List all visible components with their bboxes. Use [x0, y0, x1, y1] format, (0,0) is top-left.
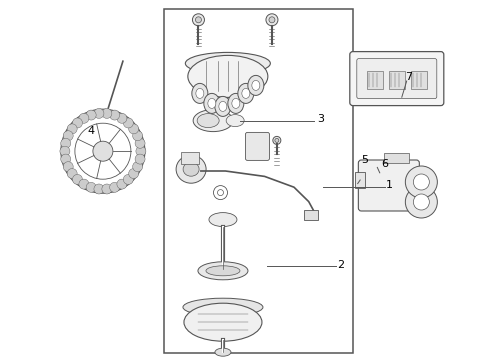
Circle shape [218, 190, 223, 195]
FancyBboxPatch shape [245, 132, 270, 161]
Ellipse shape [185, 53, 270, 75]
Text: 2: 2 [337, 260, 344, 270]
Circle shape [133, 131, 143, 141]
Ellipse shape [252, 80, 260, 90]
Bar [181, 152, 199, 164]
Circle shape [110, 183, 120, 192]
Circle shape [93, 141, 113, 161]
Bar [411, 71, 427, 89]
Circle shape [275, 138, 279, 143]
Circle shape [94, 184, 104, 194]
Circle shape [414, 174, 429, 190]
Ellipse shape [196, 89, 204, 98]
FancyBboxPatch shape [357, 59, 437, 99]
Circle shape [79, 179, 89, 189]
Ellipse shape [232, 98, 240, 108]
Ellipse shape [219, 102, 227, 111]
Circle shape [63, 131, 73, 141]
Circle shape [135, 138, 145, 148]
Circle shape [273, 136, 281, 144]
Ellipse shape [193, 109, 233, 132]
Bar [355, 172, 366, 188]
Circle shape [129, 124, 139, 134]
Text: 6: 6 [381, 159, 388, 169]
Circle shape [136, 146, 146, 156]
Circle shape [123, 175, 133, 184]
Circle shape [79, 113, 89, 123]
Ellipse shape [228, 93, 244, 113]
Ellipse shape [248, 75, 264, 95]
Ellipse shape [184, 303, 262, 341]
Ellipse shape [192, 84, 208, 103]
Circle shape [67, 124, 77, 134]
Ellipse shape [242, 89, 250, 98]
Ellipse shape [183, 298, 263, 316]
Circle shape [63, 162, 73, 172]
Text: 4: 4 [87, 126, 94, 136]
Ellipse shape [204, 93, 220, 113]
Circle shape [61, 109, 145, 193]
Circle shape [135, 154, 145, 164]
Circle shape [405, 186, 438, 218]
Bar [367, 71, 383, 89]
Circle shape [196, 17, 201, 23]
Ellipse shape [208, 98, 216, 108]
Circle shape [269, 17, 275, 23]
Circle shape [94, 108, 104, 118]
Ellipse shape [198, 262, 248, 280]
Circle shape [193, 14, 204, 26]
Circle shape [117, 113, 127, 123]
Circle shape [102, 184, 112, 194]
Ellipse shape [238, 84, 254, 103]
Circle shape [102, 108, 112, 118]
Ellipse shape [226, 114, 244, 127]
Ellipse shape [206, 266, 240, 276]
Ellipse shape [197, 114, 219, 127]
Circle shape [214, 186, 227, 199]
FancyBboxPatch shape [350, 51, 444, 105]
FancyBboxPatch shape [358, 160, 419, 211]
Text: 1: 1 [386, 180, 393, 190]
Ellipse shape [188, 55, 268, 98]
Circle shape [86, 183, 96, 192]
Circle shape [117, 179, 127, 189]
Bar [164, 9, 353, 353]
Bar [384, 153, 409, 163]
Circle shape [123, 118, 133, 128]
Circle shape [405, 166, 438, 198]
Text: 5: 5 [362, 155, 368, 165]
Circle shape [61, 154, 71, 164]
Circle shape [110, 110, 120, 120]
Circle shape [86, 110, 96, 120]
Ellipse shape [176, 155, 206, 183]
Circle shape [73, 118, 82, 128]
Ellipse shape [183, 162, 199, 176]
Circle shape [75, 123, 131, 179]
Circle shape [266, 14, 278, 26]
Ellipse shape [209, 213, 237, 226]
Text: 7: 7 [406, 72, 413, 82]
Circle shape [133, 162, 143, 172]
Bar [389, 71, 405, 89]
Ellipse shape [215, 348, 231, 356]
Bar [304, 210, 318, 220]
Circle shape [67, 168, 77, 179]
Circle shape [61, 138, 71, 148]
Circle shape [129, 168, 139, 179]
Circle shape [73, 175, 82, 184]
Circle shape [60, 146, 70, 156]
Ellipse shape [215, 96, 231, 116]
Circle shape [414, 194, 429, 210]
Text: 3: 3 [318, 114, 324, 124]
